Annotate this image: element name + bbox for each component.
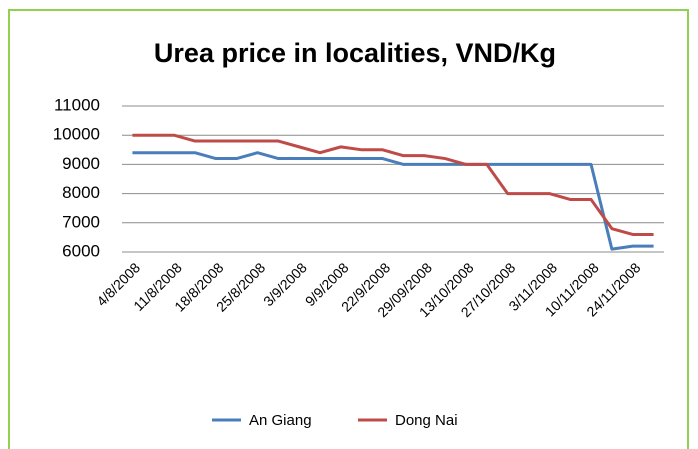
- y-tick-label: 7000: [62, 212, 100, 231]
- series-line: [132, 133, 654, 236]
- y-tick-label: 9000: [62, 154, 100, 173]
- chart-title: Urea price in localities, VND/Kg: [154, 38, 556, 68]
- y-tick-label: 6000: [62, 241, 100, 260]
- legend-label: Dong Nai: [395, 412, 458, 429]
- y-tick-label: 8000: [62, 183, 100, 202]
- y-tick-label: 11000: [54, 95, 100, 114]
- legend-label: An Giang: [249, 412, 312, 429]
- y-tick-label: 10000: [53, 125, 100, 144]
- chart-border: [8, 9, 689, 449]
- series-line: [132, 151, 654, 251]
